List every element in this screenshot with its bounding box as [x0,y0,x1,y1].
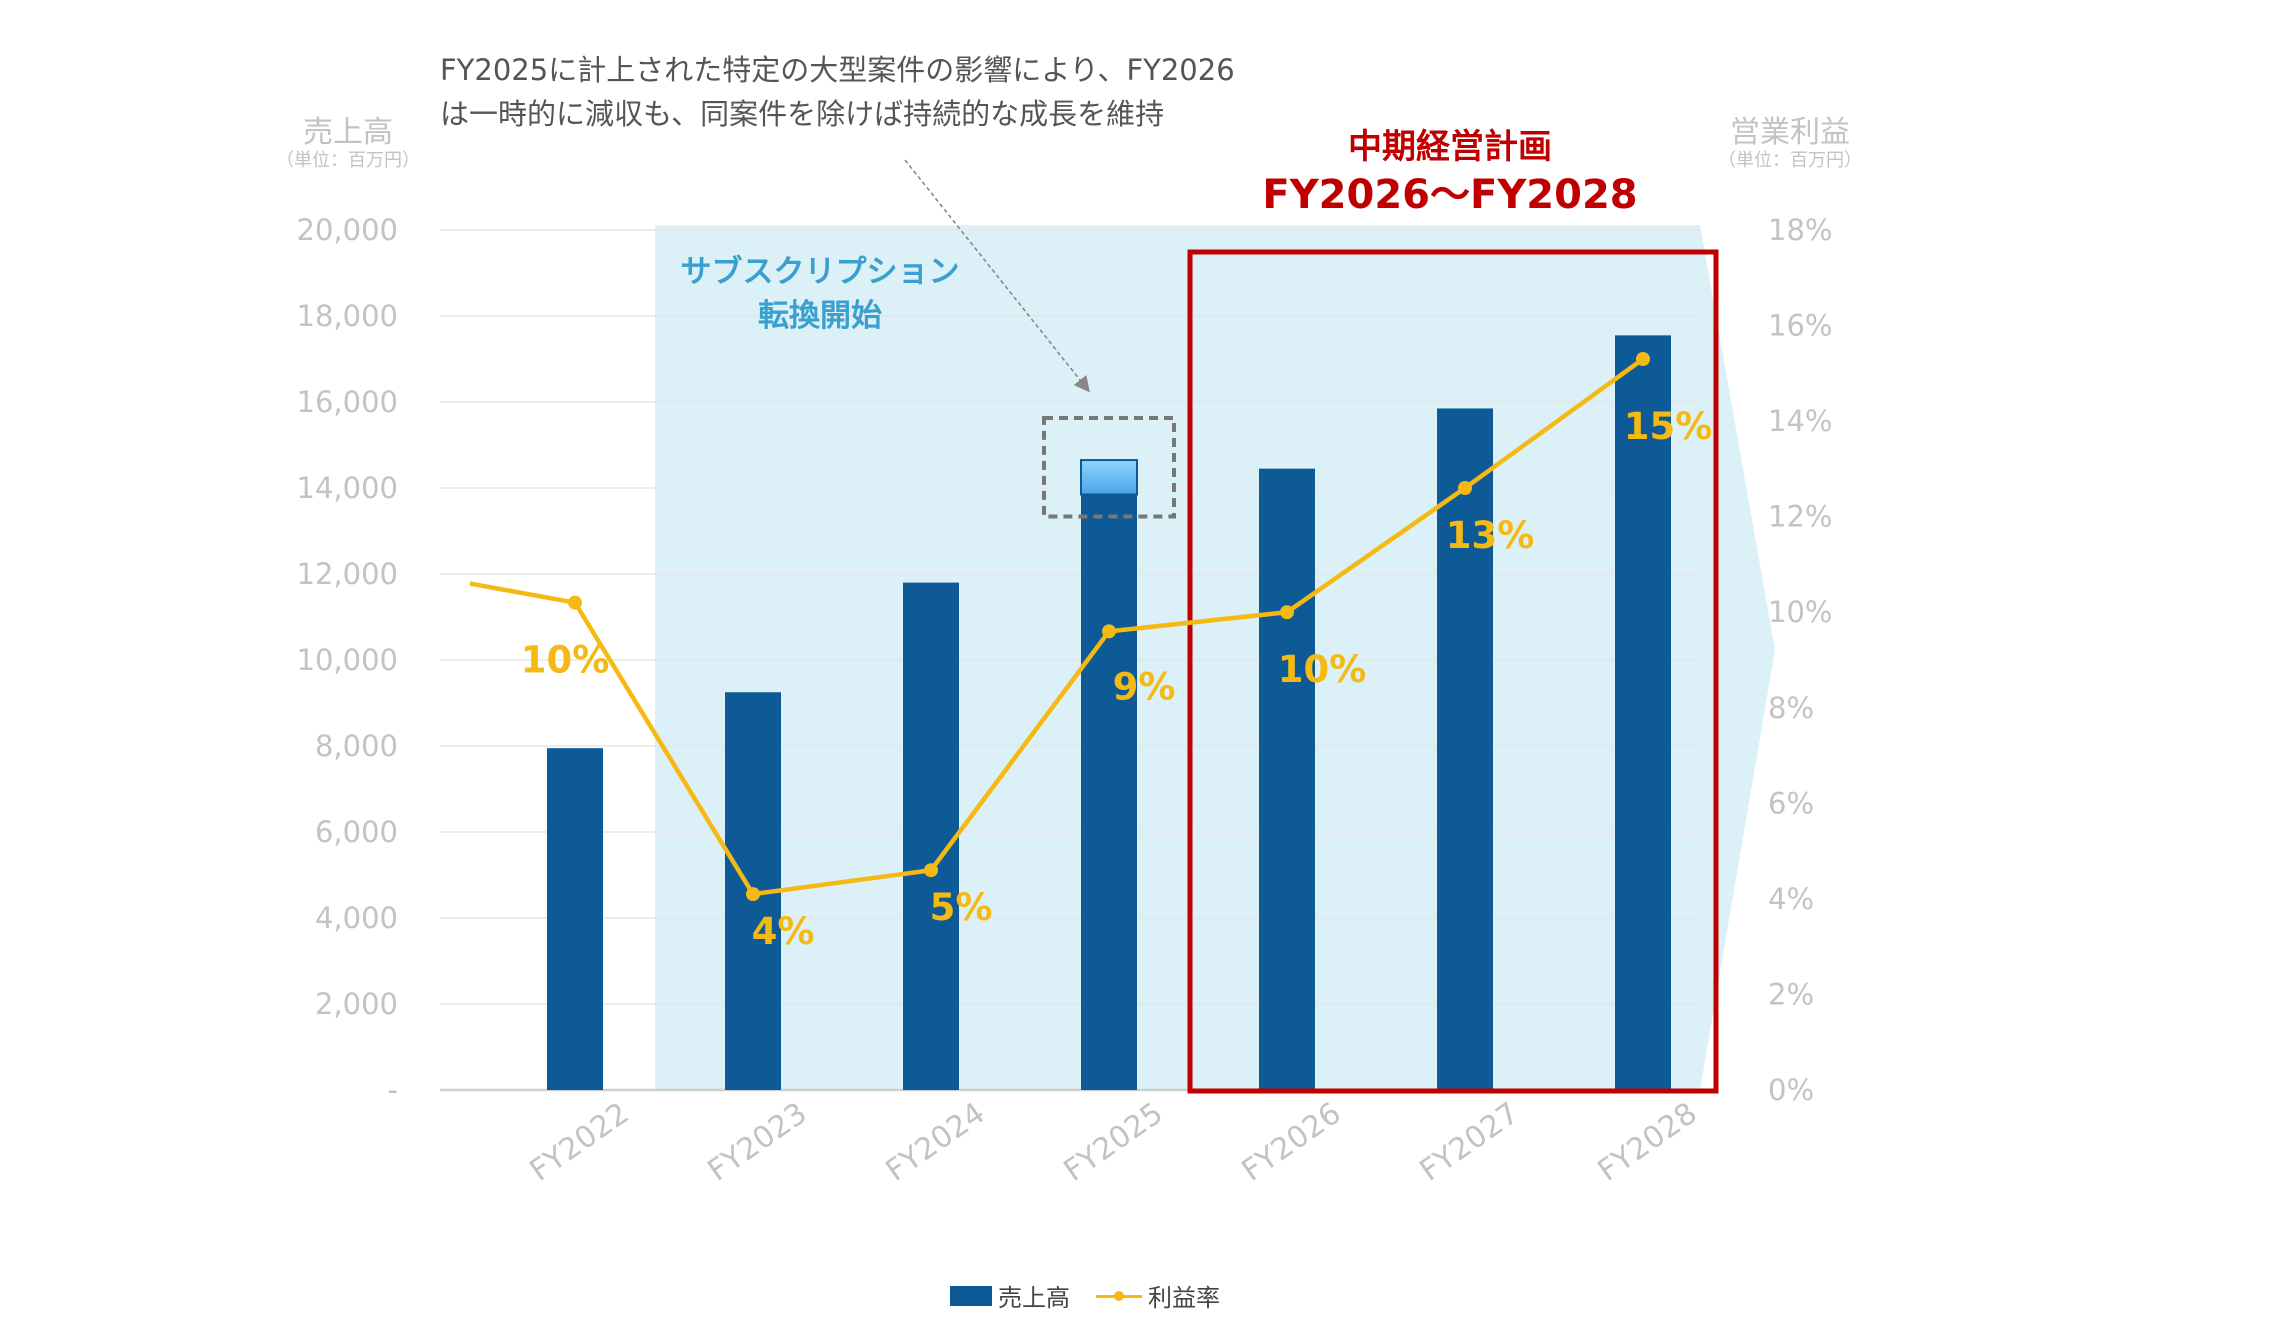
margin-polyline [469,357,1645,897]
margin-label: 9% [1113,665,1176,708]
margin-label: 15% [1624,405,1713,448]
annotation-line-2: は一時的に減収も、同案件を除けば持続的な成長を維持 [440,97,1165,131]
left-tick-label: 10,000 [297,643,398,677]
legend-item-revenue: 売上高 [950,1278,1070,1313]
x-tick-label: FY2027 [1414,1096,1526,1189]
revenue-bar [1081,460,1137,1090]
plan-box [1187,249,1719,1094]
subscription-label: サブスクリプション 転換開始 [640,250,1000,338]
legend-bar-swatch [950,1285,992,1306]
right-axis-title: 営業利益 （単位：百万円） [1700,116,1880,172]
fy2025-special-portion [1080,459,1138,496]
annotation-text: FY2025に計上された特定の大型案件の影響により、FY2026 は一時的に減収… [440,48,1235,136]
margin-label: 5% [930,886,993,929]
fy2025-special-box [1042,416,1176,519]
left-tick-label: 16,000 [297,385,398,419]
margin-point [746,887,760,902]
annotation-line-1: FY2025に計上された特定の大型案件の影響により、FY2026 [440,53,1235,87]
revenue-bar [547,748,603,1090]
revenue-bars [547,335,1671,1091]
left-tick-label: 20,000 [297,213,398,247]
margin-label: 10% [1278,648,1367,691]
subscription-label-line-2: 転換開始 [758,298,882,334]
x-tick-label: FY2023 [702,1096,814,1189]
legend-item-margin: 利益率 [1096,1278,1220,1313]
left-tick-label: 6,000 [315,815,398,849]
left-axis-title: 売上高 （単位：百万円） [262,116,434,172]
right-tick-label: 12% [1768,500,1832,534]
left-tick-label: 14,000 [297,471,398,505]
right-tick-label: 16% [1768,309,1832,343]
margin-label: 4% [752,910,815,953]
margin-point [568,595,582,610]
subscription-band [655,225,1775,1090]
legend-line-swatch [1096,1286,1142,1306]
right-tick-label: 14% [1768,404,1832,438]
margin-label: 10% [521,639,610,682]
legend-margin-label: 利益率 [1148,1284,1220,1312]
left-tick-label: 2,000 [315,987,398,1021]
right-axis-title-text: 営業利益 [1730,115,1850,150]
left-tick-label: 8,000 [315,729,398,763]
right-tick-label: 2% [1768,977,1814,1011]
left-tick-label: 18,000 [297,299,398,333]
x-tick-label: FY2026 [1236,1096,1348,1189]
left-axis-title-text: 売上高 [303,115,393,150]
plan-title-line-1: 中期経営計画 [1348,127,1552,167]
right-tick-label: 10% [1768,595,1832,629]
margin-labels: 10% 4% 5% 9% 10% 13% 15% [521,405,1713,953]
margin-point [924,863,938,878]
plan-title-line-2: FY2026〜FY2028 [1262,172,1638,218]
right-tick-label: 4% [1768,882,1814,916]
legend-revenue-label: 売上高 [998,1284,1070,1312]
x-axis-labels: FY2022 FY2023 FY2024 FY2025 FY2026 FY2027 FY20… [524,1096,1704,1189]
x-tick-label: FY2024 [880,1096,992,1189]
revenue-bar [1615,335,1671,1091]
x-tick-label: FY2025 [1058,1096,1170,1189]
right-tick-label: 18% [1768,213,1832,247]
margin-label: 13% [1446,514,1535,557]
x-tick-label: FY2022 [524,1096,636,1189]
gridlines [440,229,1700,1092]
margin-point [1280,605,1294,620]
revenue-bar [1437,408,1493,1090]
subscription-label-line-1: サブスクリプション [680,254,960,290]
right-axis-ticks: 0% 2% 4% 6% 8% 10% 12% 14% 16% 18% [1768,213,1832,1107]
margin-point [1102,624,1116,639]
margin-point [1458,481,1472,495]
left-tick-label: 12,000 [297,557,398,591]
left-axis-ticks: - 2,000 4,000 6,000 8,000 10,000 12,000 14,000 1… [297,213,398,1107]
left-tick-label: 4,000 [315,901,398,935]
right-tick-label: 8% [1768,691,1814,725]
right-tick-label: 6% [1768,786,1814,820]
plan-title: 中期経営計画 FY2026〜FY2028 [1190,125,1710,221]
right-tick-label: 0% [1768,1073,1814,1107]
margin-point [1636,352,1650,366]
legend: 売上高 利益率 [950,1278,1220,1313]
left-tick-label: - [388,1073,398,1107]
left-axis-unit: （単位：百万円） [276,150,420,171]
margin-line [469,352,1650,902]
x-tick-label: FY2028 [1592,1096,1704,1189]
revenue-bar [1259,468,1315,1090]
revenue-bar [903,582,959,1090]
right-axis-unit: （単位：百万円） [1718,150,1862,171]
